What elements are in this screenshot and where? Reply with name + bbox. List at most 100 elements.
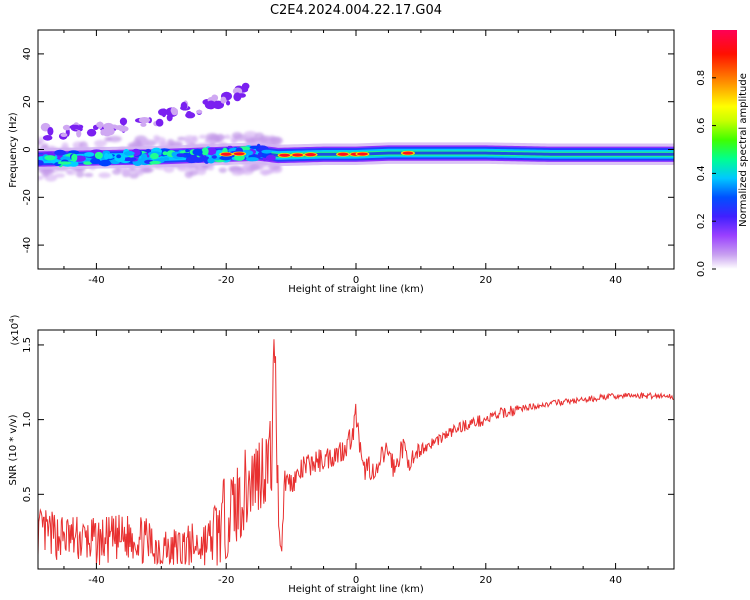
spectrogram-ridge-blob	[245, 157, 259, 162]
colorbar-tick-label: 0.6	[696, 118, 707, 134]
spectrogram-harmonic-blob	[119, 117, 128, 126]
spectrogram-halo-blob	[256, 137, 269, 143]
spectrogram-halo-blob	[216, 133, 225, 142]
spectrogram-xtick-label: -20	[218, 275, 234, 286]
spectrogram-ridge-blob	[83, 161, 93, 165]
spectrogram-ytick-label: 0	[22, 146, 33, 152]
spectrogram-ridge-blob	[94, 151, 103, 159]
spectrogram-halo-blob	[198, 134, 207, 139]
spectrogram-ridge-blob	[193, 156, 204, 163]
spectrogram-ylabel: Frequency (Hz)	[8, 112, 19, 188]
svg-text:(x104): (x104)	[8, 314, 21, 345]
colorbar-label: Normalized spectral amplitude	[738, 73, 749, 227]
spectrogram-hotspot	[292, 153, 304, 157]
spectrogram-ridge-blob	[103, 152, 109, 160]
spectrogram-harmonic-blob	[102, 127, 112, 137]
snr-xtick-label: 40	[609, 575, 622, 586]
snr-multiplier-base: (x10	[10, 323, 21, 346]
spectrogram-halo-blob	[259, 169, 273, 176]
colorbar-tick-label: 0.2	[696, 213, 707, 229]
spectrogram-ridge-blob	[162, 151, 168, 156]
spectrogram-halo-blob	[167, 139, 175, 144]
spectrogram-harmonic-blob	[86, 128, 97, 137]
spectrogram-ridge-blob	[265, 154, 276, 162]
spectrogram-halo-blob	[84, 172, 94, 178]
snr-multiplier: (x104)	[8, 314, 21, 345]
spectrogram-halo-blob	[183, 135, 197, 143]
colorbar-tick-label: 0.8	[696, 70, 707, 86]
spectrogram-harmonic-blob	[170, 106, 177, 114]
spectrogram-halo-blob	[75, 171, 85, 178]
spectrogram-ridge-blob	[234, 154, 245, 161]
spectrogram-halo-blob	[140, 137, 151, 145]
colorbar: 0.0 0.2 0.4 0.6 0.8 Normalized spectral ampl…	[696, 30, 749, 277]
spectrogram-halo-blob	[154, 136, 166, 145]
snr-xtick-label: 0	[353, 575, 359, 586]
snr-ylabel: SNR (10 * v/v)	[8, 414, 19, 485]
spectrogram-harmonic-blob	[206, 100, 216, 110]
colorbar-gradient	[712, 30, 737, 269]
spectrogram-hotspot	[233, 152, 245, 156]
snr-xtick-label: -20	[218, 575, 234, 586]
spectrogram-halo-blob	[104, 136, 112, 142]
snr-ytick-label: 0.5	[22, 486, 33, 502]
spectrogram-harmonic-blob	[220, 96, 227, 104]
spectrogram-hotspot	[337, 152, 349, 156]
spectrogram-halo-blob	[195, 167, 207, 176]
spectrogram-hotspot	[356, 152, 368, 156]
spectrogram-halo-blob	[163, 166, 175, 173]
spectrogram-ridge-blob	[192, 148, 203, 156]
spectrogram-harmonic-blob	[225, 100, 231, 106]
snr-plot-area	[38, 339, 674, 566]
spectrogram-halo-blob	[41, 143, 49, 149]
spectrogram-ridge-blob	[116, 154, 122, 159]
spectrogram-ridge-blob	[201, 147, 209, 156]
spectrogram-harmonic-blob	[138, 117, 151, 124]
spectrogram-harmonic-blob	[186, 111, 192, 117]
spectrogram-xtick-label: -40	[88, 275, 104, 286]
spectrogram-harmonic-blob	[42, 135, 53, 141]
spectrogram-ridge-blob	[38, 160, 44, 166]
snr-xtick-label: 20	[479, 575, 492, 586]
spectrogram-halo-blob	[38, 136, 45, 144]
spectrogram-xtick-label: 20	[479, 275, 492, 286]
spectrogram-hotspot	[279, 153, 291, 157]
spectrogram-harmonic-blob	[166, 114, 173, 122]
spectrogram-harmonic-blob	[96, 121, 104, 128]
spectrogram-panel: -40 -20 0 20 40 -40 -20 0 20 40 Height of straigh…	[8, 29, 675, 295]
spectrogram-xtick-label: 0	[353, 275, 359, 286]
spectrogram-xlabel: Height of straight line (km)	[288, 284, 424, 295]
spectrogram-ridge-blob	[122, 157, 137, 162]
spectrogram-ytick-label: -20	[22, 189, 33, 205]
snr-xlabel: Height of straight line (km)	[288, 584, 424, 595]
colorbar-tick-label: 0.0	[696, 261, 707, 277]
spectrogram-ridge-blob	[44, 155, 56, 161]
snr-ytick-label: 1.0	[22, 412, 33, 428]
spectrogram-harmonic-blob	[233, 92, 242, 102]
spectrogram-ridge-blob	[249, 145, 260, 149]
spectrogram-ridge-blob	[171, 151, 177, 157]
spectrogram-harmonic-blob	[76, 129, 82, 138]
spectrogram-ridge-blob	[175, 153, 187, 158]
spectrogram-ridge-blob	[90, 158, 101, 165]
spectrogram-ridge-blob	[185, 148, 190, 153]
spectrogram-ridge-blob	[149, 160, 162, 165]
figure-title: C2E4.2024.004.22.17.G04	[270, 3, 442, 18]
spectrogram-harmonic-blob	[140, 122, 147, 127]
colorbar-ticks: 0.0 0.2 0.4 0.6 0.8	[696, 70, 716, 277]
spectrogram-halo-blob	[129, 172, 139, 179]
spectrogram-ytick-label: 20	[22, 95, 33, 108]
spectrogram-halo-blob	[268, 136, 281, 143]
colorbar-tick-label: 0.4	[696, 165, 707, 181]
spectrogram-hotspot	[220, 152, 232, 156]
spectrogram-harmonic-blob	[47, 126, 54, 136]
spectrogram-ridge-blob	[211, 155, 217, 159]
spectrogram-halo-blob	[188, 170, 199, 176]
snr-ticks: -40 -20 0 20 40 0.5 1.0 1.5	[22, 330, 674, 586]
spectrogram-halo-blob	[218, 167, 227, 173]
spectrogram-halo-blob	[204, 139, 216, 144]
spectrogram-halo-blob	[224, 134, 231, 140]
spectrogram-ridge-blob	[261, 149, 273, 154]
spectrogram-ridge-blob	[123, 151, 135, 156]
snr-background	[38, 330, 674, 569]
